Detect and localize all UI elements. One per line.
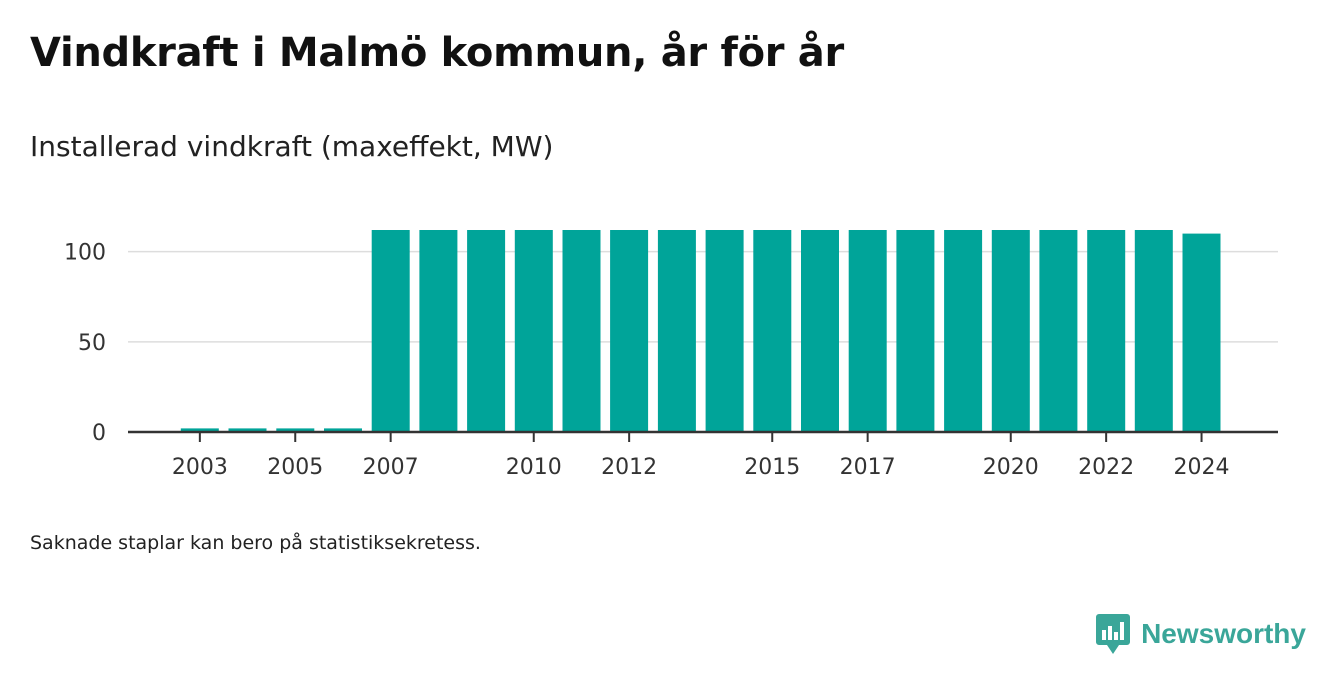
- chart-subtitle: Installerad vindkraft (maxeffekt, MW): [30, 130, 554, 163]
- bar-2017: [848, 230, 887, 432]
- bar-2022: [1087, 230, 1126, 432]
- chart-title: Vindkraft i Malmö kommun, år för år: [30, 30, 844, 76]
- x-tick-label: 2010: [506, 455, 562, 480]
- bar-2021: [1039, 230, 1078, 432]
- x-tick-label: 2015: [744, 455, 800, 480]
- y-tick-label: 100: [64, 241, 106, 266]
- grid-lines: [128, 250, 1278, 343]
- bar-2010: [514, 230, 553, 432]
- bar-2011: [562, 230, 601, 432]
- bar-2015: [753, 230, 792, 432]
- x-tick-label: 2020: [983, 455, 1039, 480]
- x-tick-label: 2003: [172, 455, 228, 480]
- axes: 0 50 100 2003 2005 2007 2010 2012 2015 2017 2020 20…: [64, 241, 1278, 480]
- bar-2013: [657, 230, 696, 432]
- bar-2004: [228, 428, 267, 432]
- bar-2016: [801, 230, 839, 432]
- bar-2020: [991, 230, 1030, 432]
- bar-2006: [324, 428, 362, 432]
- bar-chart: 0 50 100 2003 2005 2007 2010 2012 2015 2017 2020 20…: [64, 230, 1278, 480]
- x-tick-label: 2005: [267, 455, 323, 480]
- y-tick-label: 0: [92, 421, 106, 446]
- bar-2014: [705, 230, 744, 432]
- bar-2009: [467, 230, 506, 432]
- bars: [180, 230, 1221, 432]
- x-tick-label: 2017: [840, 455, 896, 480]
- y-tick-label: 50: [78, 331, 106, 356]
- brand: Newsworthy: [1095, 612, 1306, 656]
- x-tick-label: 2024: [1174, 455, 1230, 480]
- bar-2007: [371, 230, 410, 432]
- brand-name: Newsworthy: [1141, 618, 1306, 649]
- newsworthy-logo-icon: [1096, 614, 1131, 654]
- bar-2008: [419, 230, 458, 432]
- x-tick-label: 2007: [363, 455, 419, 480]
- bar-2023: [1134, 230, 1173, 432]
- x-tick-label: 2012: [601, 455, 657, 480]
- bar-2003: [180, 428, 219, 432]
- bar-2018: [896, 230, 935, 432]
- bar-2005: [276, 428, 315, 432]
- bar-2019: [944, 230, 983, 432]
- bar-2024: [1182, 233, 1221, 432]
- bar-2012: [610, 230, 649, 432]
- x-tick-label: 2022: [1078, 455, 1134, 480]
- footnote: Saknade staplar kan bero på statistiksek…: [30, 532, 481, 554]
